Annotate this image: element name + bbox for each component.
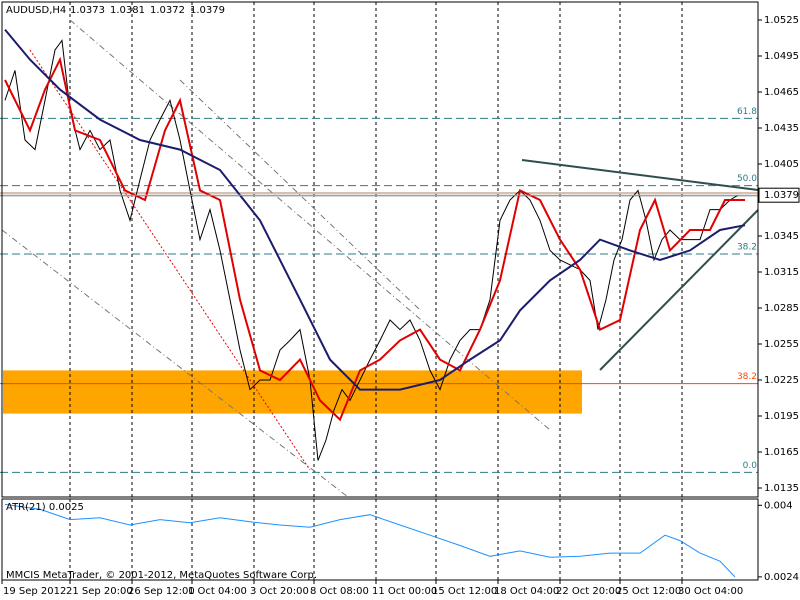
high: 1.0381	[110, 5, 145, 16]
symbol: AUDUSD,H4	[6, 5, 66, 16]
x-tick-label: 11 Oct 00:00	[372, 586, 437, 597]
fib-label: 38.2	[737, 243, 757, 253]
triangle-line	[599, 209, 759, 371]
x-tick-label: 26 Sep 12:00	[128, 586, 195, 597]
y-tick-label: 1.0465	[764, 87, 799, 98]
x-tick-label: 3 Oct 20:00	[250, 586, 309, 597]
fib-label: 0.0	[743, 461, 758, 471]
price-line	[4, 28, 746, 391]
y-tick-label: 1.0165	[764, 447, 799, 458]
price-line	[4, 56, 745, 422]
atr-label: ATR(21) 0.0025	[6, 502, 84, 513]
y-tick-label: 1.0195	[764, 411, 799, 422]
y-tick-label: 1.0495	[764, 51, 799, 62]
price-line	[4, 39, 739, 461]
last-price-label: 1.0379	[764, 190, 799, 201]
y-tick-label: 0.0024	[764, 572, 799, 583]
x-tick-label: 25 Oct 12:00	[616, 586, 681, 597]
x-tick-label: 18 Oct 04:00	[494, 586, 559, 597]
y-tick-label: 0.004	[764, 500, 793, 511]
low: 1.0372	[150, 5, 185, 16]
y-tick-label: 1.0405	[764, 159, 799, 170]
atr-panel-border	[1, 498, 759, 581]
main-panel-border	[1, 1, 759, 498]
channel-line	[29, 49, 311, 471]
x-tick-label: 8 Oct 08:00	[310, 586, 369, 597]
y-tick-label: 1.0135	[764, 483, 799, 494]
y-tick-label: 1.0435	[764, 123, 799, 134]
y-tick-label: 1.0225	[764, 375, 799, 386]
x-tick-label: 30 Oct 04:00	[678, 586, 743, 597]
channel-line	[179, 79, 421, 311]
support-zone	[3, 370, 582, 414]
x-tick-label: 19 Sep 2012	[3, 586, 66, 597]
fib-label: 38.2	[737, 372, 757, 382]
fib-label: 50.0	[737, 174, 757, 184]
x-tick-label: 1 Oct 04:00	[188, 586, 247, 597]
fib-label: 61.8	[737, 107, 757, 117]
y-tick-label: 1.0345	[764, 231, 799, 242]
open: 1.0373	[70, 5, 105, 16]
footer: MMCIS MetaTrader, © 2001-2012, MetaQuote…	[6, 570, 317, 581]
atr-line	[4, 503, 736, 578]
close: 1.0379	[190, 5, 225, 16]
x-tick-label: 21 Sep 20:00	[66, 586, 133, 597]
channel-line	[1, 229, 349, 498]
channel-line	[69, 19, 551, 431]
x-tick-label: 22 Oct 20:00	[556, 586, 621, 597]
last-price-box	[758, 187, 800, 203]
x-tick-label: 15 Oct 12:00	[432, 586, 497, 597]
y-tick-label: 1.0255	[764, 339, 799, 350]
y-tick-label: 1.0315	[764, 267, 799, 278]
y-tick-label: 1.0285	[764, 303, 799, 314]
y-tick-label: 1.0525	[764, 15, 799, 26]
triangle-line	[521, 159, 759, 191]
